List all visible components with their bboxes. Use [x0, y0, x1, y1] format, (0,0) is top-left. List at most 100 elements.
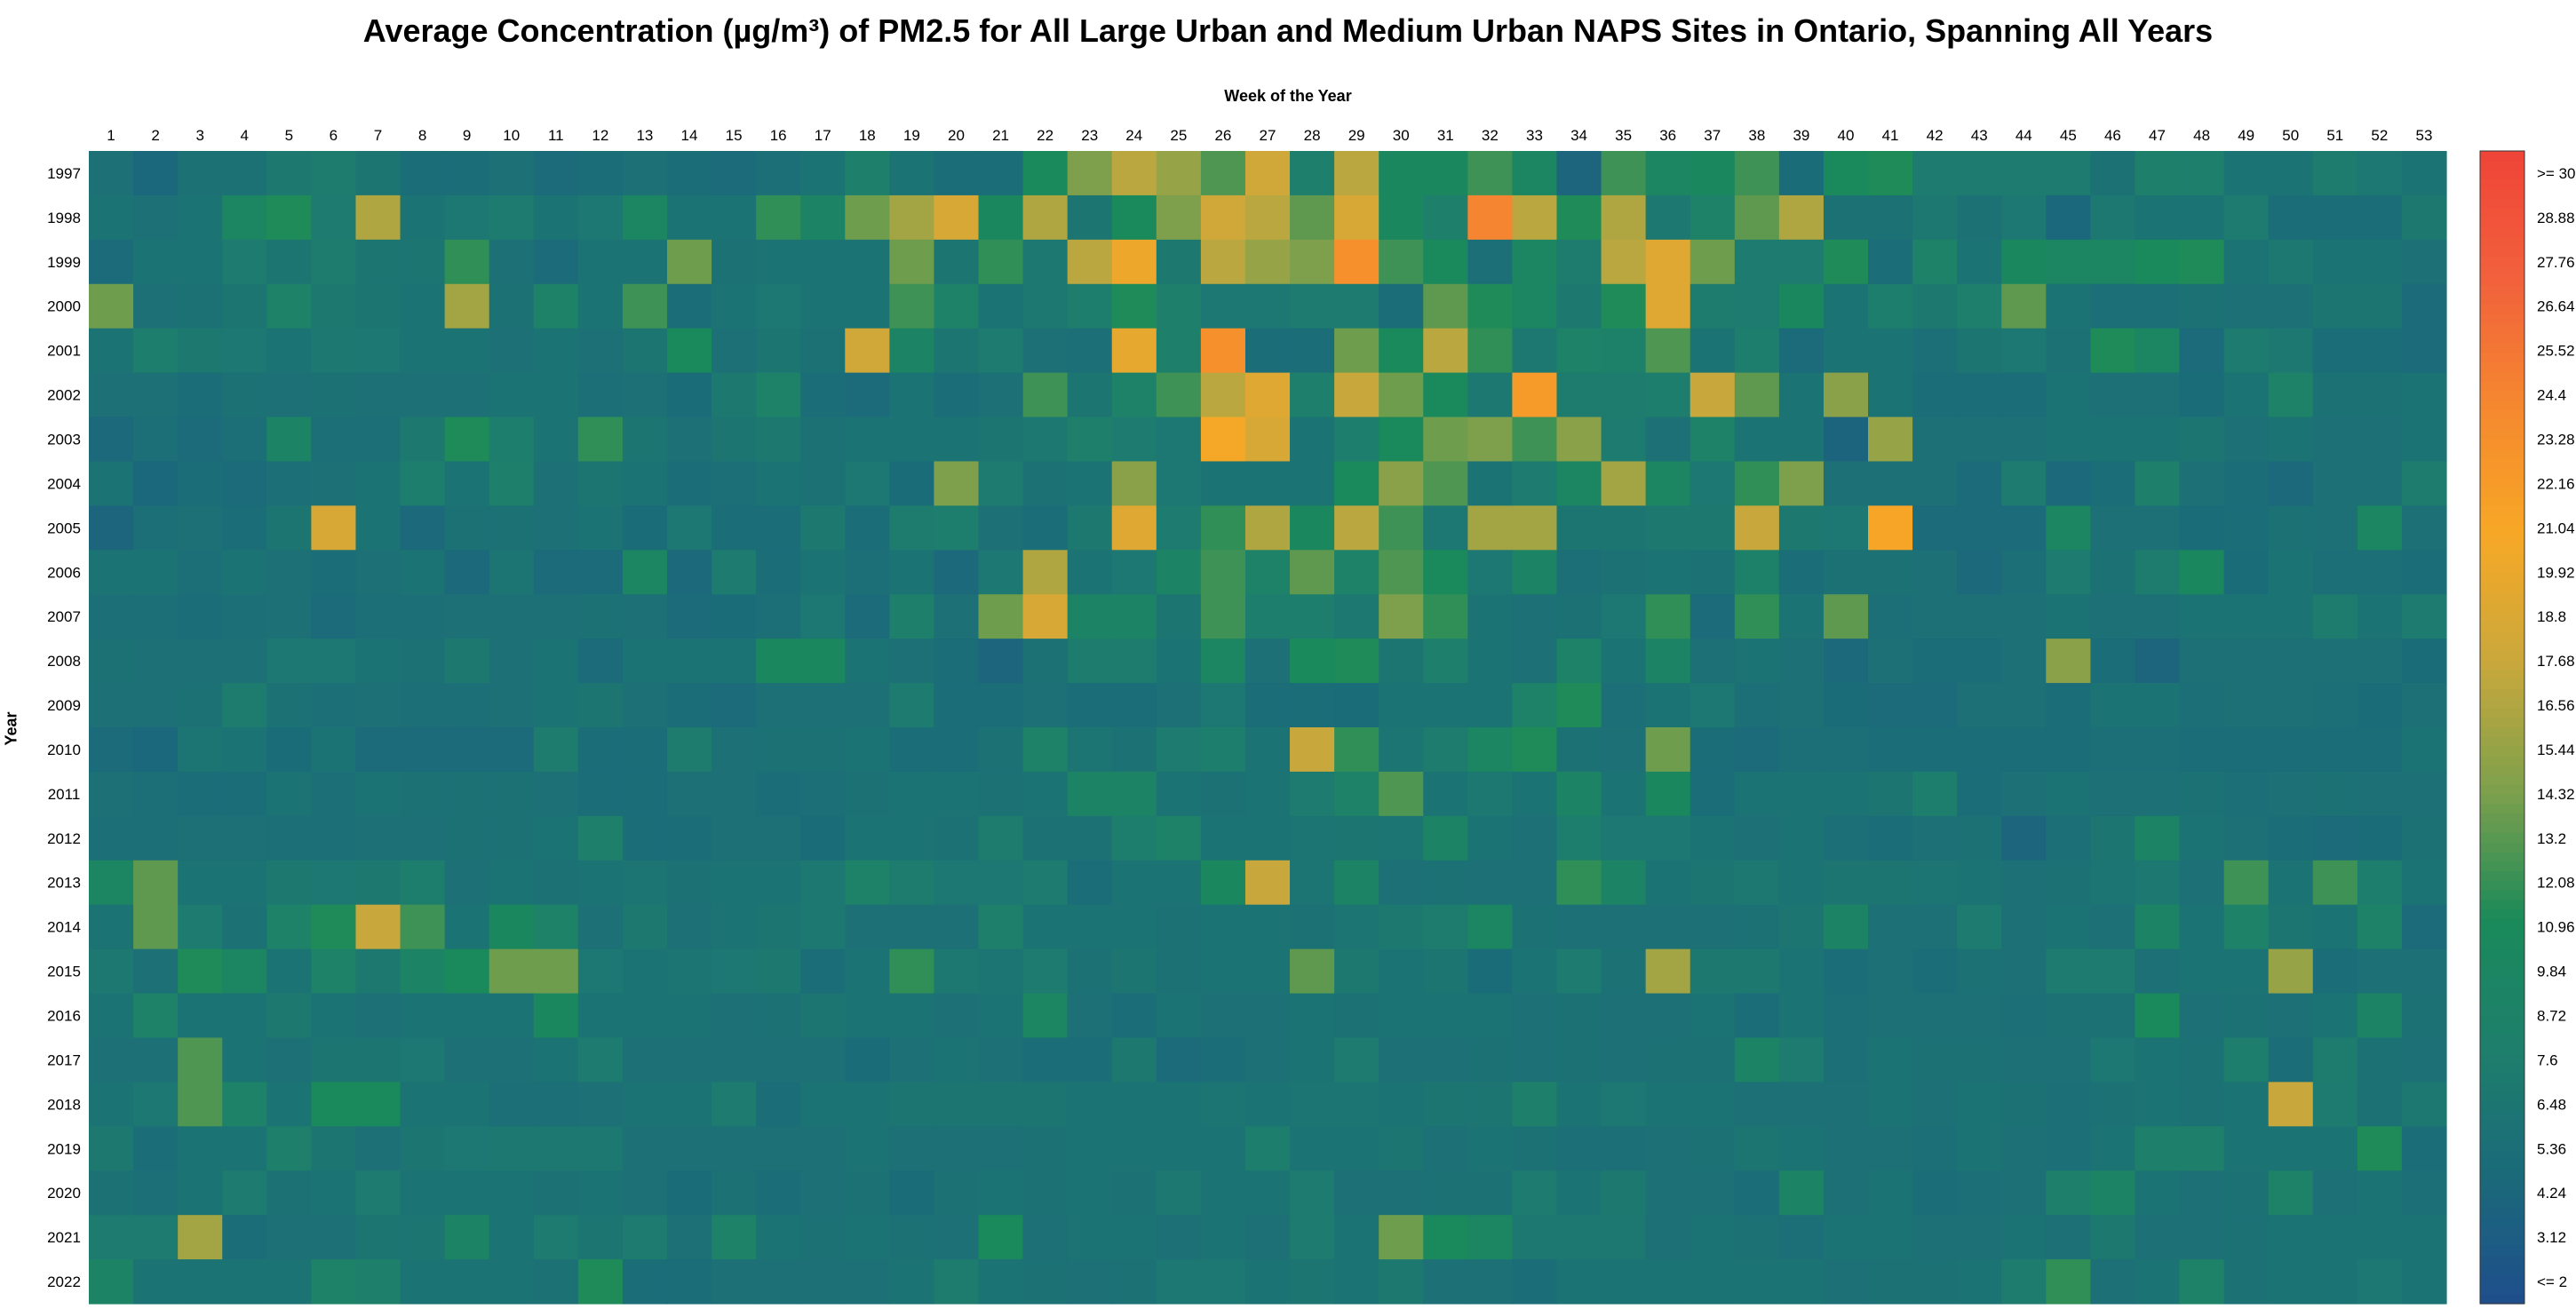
heatmap-cell	[89, 860, 134, 906]
heatmap-cell	[2046, 860, 2091, 906]
heatmap-cell	[1823, 1170, 1869, 1216]
heatmap-cell	[2223, 904, 2270, 950]
heatmap-cell	[1512, 461, 1558, 506]
heatmap-cell	[1734, 948, 1780, 995]
heatmap-cell	[2179, 948, 2225, 995]
heatmap-cell	[1334, 1259, 1379, 1305]
heatmap-cell	[1244, 1215, 1291, 1260]
heatmap-cell	[577, 550, 624, 595]
heatmap-cell	[934, 194, 980, 241]
heatmap-cell	[756, 1170, 801, 1216]
heatmap-cell	[1957, 639, 2002, 684]
heatmap-cell	[1200, 416, 1246, 463]
heatmap-cell	[311, 771, 357, 817]
heatmap-cell	[712, 771, 757, 817]
heatmap-cell	[622, 594, 668, 639]
heatmap-cell	[622, 1215, 668, 1260]
colorbar-segment	[2480, 208, 2524, 219]
heatmap-cell	[2223, 1082, 2270, 1127]
heatmap-cell	[2268, 948, 2314, 995]
y-tick-label: 2022	[47, 1273, 81, 1290]
heatmap-cell	[2179, 860, 2225, 906]
heatmap-cell	[1290, 771, 1335, 817]
heatmap-cell	[622, 771, 668, 817]
heatmap-cell	[1512, 815, 1558, 861]
heatmap-cell	[2046, 194, 2091, 241]
x-tick-label: 50	[2282, 127, 2299, 144]
heatmap-cell	[133, 328, 179, 374]
heatmap-cell	[622, 416, 668, 463]
heatmap-cell	[978, 683, 1024, 728]
heatmap-cell	[1290, 594, 1335, 639]
heatmap-cell	[756, 815, 801, 861]
heatmap-cell	[2312, 639, 2358, 684]
heatmap-cell	[178, 1215, 223, 1260]
colorbar-segment	[2480, 1043, 2524, 1055]
heatmap-cell	[89, 505, 134, 551]
heatmap-cell	[1823, 416, 1869, 463]
x-tick-label: 6	[330, 127, 338, 144]
heatmap-cell	[444, 239, 490, 285]
colorbar-label: 18.8	[2537, 608, 2566, 625]
heatmap-cell	[1823, 1126, 1869, 1171]
heatmap-cell	[133, 1170, 179, 1216]
heatmap-cell	[1290, 505, 1335, 551]
heatmap-cell	[89, 1259, 134, 1305]
heatmap-cell	[2135, 993, 2181, 1039]
heatmap-cell	[1556, 815, 1602, 861]
heatmap-cell	[1957, 416, 2002, 463]
heatmap-cell	[2001, 904, 2047, 950]
heatmap-cell	[222, 860, 267, 906]
heatmap-cell	[1734, 239, 1780, 285]
heatmap-cell	[2401, 771, 2447, 817]
colorbar-segment	[2480, 458, 2524, 469]
heatmap-cell	[355, 1170, 402, 1216]
heatmap-cell	[2357, 505, 2403, 551]
heatmap-cell	[222, 1082, 267, 1127]
heatmap-cell	[266, 1215, 312, 1260]
heatmap-cell	[1067, 239, 1113, 285]
heatmap-cell	[1778, 1126, 1825, 1171]
heatmap-cell	[1244, 372, 1291, 418]
heatmap-cell	[1601, 1082, 1647, 1127]
heatmap-cell	[712, 372, 757, 418]
heatmap-cell	[2135, 948, 2181, 995]
heatmap-cell	[400, 328, 446, 374]
heatmap-cell	[2001, 239, 2047, 285]
heatmap-cell	[845, 461, 890, 506]
x-tick-label: 18	[859, 127, 876, 144]
heatmap-cell	[2268, 639, 2314, 684]
heatmap-cell	[1111, 1082, 1157, 1127]
heatmap-cell	[444, 727, 490, 773]
heatmap-cell	[1556, 283, 1602, 329]
heatmap-cell	[133, 1037, 179, 1083]
heatmap-cell	[222, 416, 267, 463]
heatmap-cell	[712, 860, 757, 906]
heatmap-cell	[1778, 771, 1825, 817]
heatmap-cell	[1067, 416, 1113, 463]
heatmap-cell	[311, 594, 357, 639]
heatmap-cell	[1601, 550, 1647, 595]
heatmap-cell	[1512, 683, 1558, 728]
heatmap-cell	[355, 993, 402, 1039]
colorbar-segment	[2480, 919, 2524, 930]
heatmap-cell	[178, 904, 223, 950]
heatmap-cell	[666, 683, 712, 728]
heatmap-cell	[311, 948, 357, 995]
heatmap-cell	[666, 1082, 712, 1127]
heatmap-cell	[1290, 461, 1335, 506]
y-tick-label: 2015	[47, 964, 81, 980]
heatmap-cell	[1244, 1037, 1291, 1083]
heatmap-cell	[666, 948, 712, 995]
heatmap-cell	[2401, 948, 2447, 995]
heatmap-cell	[355, 1082, 402, 1127]
heatmap-cell	[1512, 1082, 1558, 1127]
heatmap-cell	[1957, 1170, 2002, 1216]
heatmap-cell	[89, 771, 134, 817]
heatmap-cell	[2135, 1082, 2181, 1127]
heatmap-cell	[1645, 1215, 1691, 1260]
heatmap-cell	[1200, 550, 1246, 595]
heatmap-cell	[1601, 194, 1647, 241]
heatmap-cell	[1734, 1037, 1780, 1083]
heatmap-cell	[978, 194, 1024, 241]
